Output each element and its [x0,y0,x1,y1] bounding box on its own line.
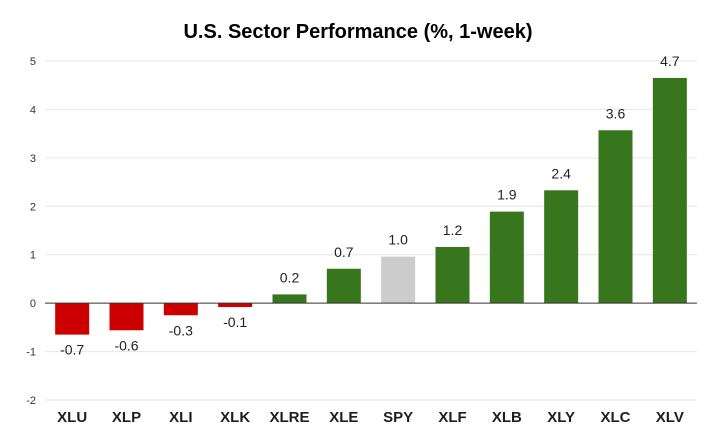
y-tick-label: 1 [30,250,36,262]
bar-spy [381,256,416,304]
y-tick-label: 0 [30,298,36,310]
data-label-xli: -0.3 [169,322,193,338]
y-tick-label: 3 [30,153,36,165]
bar-xlu [55,303,90,335]
bar-xly [544,190,579,304]
bar-xlv [652,77,687,304]
x-tick-label-spy: SPY [383,409,413,426]
y-tick-label: 2 [30,201,36,213]
bar-xlb [489,211,524,304]
x-tick-label-xlf: XLF [438,409,466,426]
x-tick-label-xlp: XLP [112,409,141,426]
data-label-xlre: 0.2 [280,269,300,285]
data-labels: -0.7 -0.6 -0.3 -0.1 0.2 0.7 1.0 1.2 1.9 2.4 3.6 4.7 [60,53,680,358]
data-label-xlb: 1.9 [497,187,517,203]
x-tick-label-xlv: XLV [656,409,684,426]
bar-xli [163,303,198,316]
data-label-xlk: -0.1 [223,314,247,330]
data-label-xle: 0.7 [334,244,354,260]
data-label-spy: 1.0 [388,232,408,248]
chart-title: U.S. Sector Performance (%, 1-week) [183,21,532,43]
x-tick-label-xlu: XLU [57,409,87,426]
data-label-xlu: -0.7 [60,342,84,358]
x-tick-label-xle: XLE [329,409,358,426]
bar-xlre [272,294,307,304]
x-tick-label-xlk: XLK [220,409,250,426]
y-tick-label: -1 [26,347,36,359]
y-tick-label: 4 [30,104,36,116]
gridlines [45,60,697,401]
bar-xlc [598,130,633,304]
data-label-xlp: -0.6 [114,337,138,353]
x-axis-tick-labels: XLU XLP XLI XLK XLRE XLE SPY XLF XLB XLY XLC XLV [57,409,684,426]
x-tick-label-xlre: XLRE [269,409,309,426]
data-label-xlf: 1.2 [443,222,463,238]
bar-xle [326,268,361,304]
y-tick-label: 5 [30,56,36,68]
y-axis-tick-labels: 5 4 3 2 1 0 -1 -2 [26,56,36,407]
x-tick-label-xlc: XLC [601,409,631,426]
data-label-xlc: 3.6 [606,105,626,121]
bar-xlf [435,246,470,304]
x-tick-label-xli: XLI [169,409,192,426]
x-tick-label-xlb: XLB [492,409,522,426]
y-tick-label: -2 [26,395,36,407]
bar-xlk [218,303,253,308]
bar-xlp [109,303,144,331]
bars [55,77,687,335]
data-label-xly: 2.4 [551,165,571,181]
x-tick-label-xly: XLY [547,409,575,426]
data-label-xlv: 4.7 [660,53,680,69]
